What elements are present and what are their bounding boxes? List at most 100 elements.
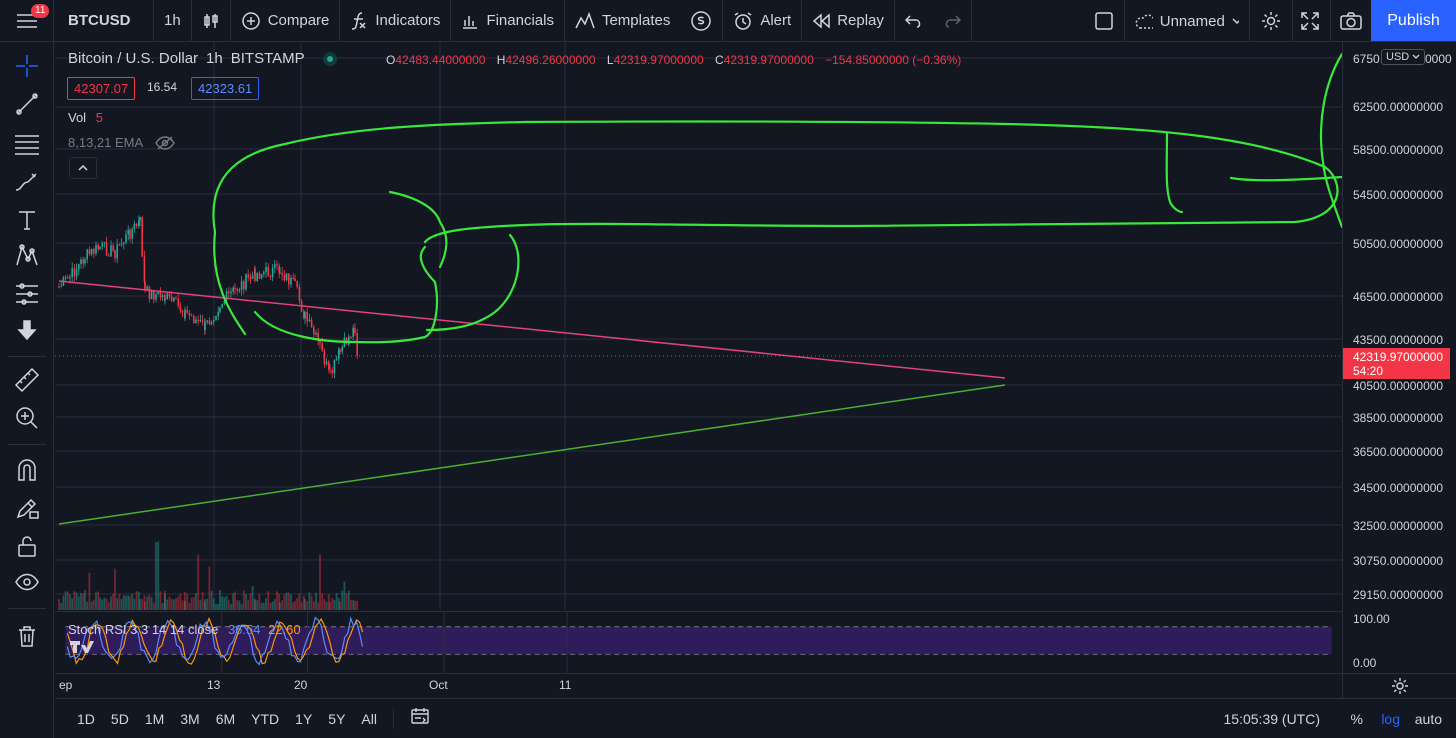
- zoom-tool[interactable]: [13, 404, 41, 432]
- go-to-date-button[interactable]: [402, 707, 438, 730]
- collapse-legend-button[interactable]: [69, 157, 97, 179]
- measure-tool[interactable]: [13, 366, 41, 394]
- volume-legend[interactable]: Vol 5: [68, 110, 103, 125]
- range-5y[interactable]: 5Y: [328, 710, 346, 727]
- price-chart[interactable]: [55, 42, 1342, 610]
- interval-button[interactable]: 1h: [154, 0, 192, 42]
- candle-body: [181, 311, 184, 313]
- volume-bar: [107, 602, 110, 610]
- brush-tool[interactable]: [13, 168, 41, 196]
- volume-bar: [201, 591, 204, 610]
- compare-button[interactable]: Compare: [231, 0, 341, 42]
- snapshot-button[interactable]: [1330, 0, 1372, 42]
- indicators-button[interactable]: Indicators: [340, 0, 452, 42]
- financials-button[interactable]: Financials: [451, 0, 565, 42]
- hide-drawings-tool[interactable]: [13, 568, 41, 596]
- volume-bar: [80, 593, 82, 610]
- trendline-green[interactable]: [58, 384, 1006, 525]
- range-ytd[interactable]: YTD: [251, 710, 280, 727]
- volume-bar: [225, 596, 228, 610]
- settings-button[interactable]: [1250, 0, 1293, 42]
- candle-body: [303, 311, 305, 319]
- candle-body: [230, 291, 232, 294]
- timezone-clock[interactable]: 15:05:39 (UTC): [1223, 711, 1320, 727]
- lock-drawings-tool[interactable]: [13, 532, 41, 560]
- currency-button[interactable]: USD: [1381, 49, 1426, 65]
- candle-body: [173, 297, 175, 302]
- range-3m[interactable]: 3M: [180, 710, 200, 727]
- fullscreen-button[interactable]: [1290, 0, 1331, 42]
- tradingview-logo[interactable]: [69, 640, 95, 658]
- range-5d[interactable]: 5D: [110, 710, 129, 727]
- chart-settings-corner[interactable]: [1342, 673, 1456, 698]
- redo-button[interactable]: [933, 0, 972, 42]
- candle-body: [148, 286, 151, 300]
- price-label: 6750: [1353, 52, 1380, 66]
- eye-off-icon[interactable]: [155, 135, 175, 150]
- layout-menu-button[interactable]: Unnamed: [1124, 0, 1250, 42]
- replay-button[interactable]: Replay: [802, 0, 895, 42]
- volume-bar: [183, 591, 186, 610]
- stoch-rsi-pane[interactable]: [55, 611, 1342, 673]
- gear-icon: [1262, 12, 1280, 30]
- publish-button[interactable]: Publish: [1371, 0, 1456, 41]
- arrow-tool[interactable]: [13, 316, 41, 344]
- volume-bar: [133, 598, 136, 610]
- candle-body: [356, 333, 358, 356]
- volume-bar: [105, 598, 108, 610]
- range-1m[interactable]: 1M: [144, 710, 165, 727]
- buy-price-button[interactable]: 42323.61: [191, 77, 260, 100]
- trendline-tool[interactable]: [13, 90, 41, 118]
- candle-body: [88, 249, 91, 255]
- auto-scale-toggle[interactable]: auto: [1414, 711, 1442, 727]
- symbol-title[interactable]: Bitcoin / U.S. Dollar: [68, 50, 199, 67]
- ema-legend[interactable]: 8,13,21 EMA: [68, 135, 175, 150]
- scripts-button[interactable]: [680, 0, 724, 42]
- rsi-label: Stoch RSI 3 3 14 14 close: [68, 622, 219, 637]
- volume-bar: [260, 602, 263, 610]
- magnet-tool[interactable]: [13, 456, 41, 484]
- candle-body: [108, 255, 110, 257]
- sell-price-button[interactable]: 42307.07: [67, 77, 136, 100]
- open-key: O: [386, 53, 396, 67]
- volume-bar: [77, 596, 80, 610]
- templates-button[interactable]: Templates: [565, 0, 680, 42]
- chevron-down-icon: [1412, 54, 1420, 59]
- stoch-rsi-legend[interactable]: Stoch RSI 3 3 14 14 close 36.54 22.60: [68, 622, 301, 637]
- alert-button[interactable]: Alert: [723, 0, 803, 42]
- time-axis[interactable]: ep 13 20 Oct 11: [55, 673, 1342, 698]
- prediction-tool[interactable]: [13, 280, 41, 308]
- volume-bar: [285, 592, 288, 610]
- range-all[interactable]: All: [361, 710, 377, 727]
- ruler-icon: [14, 367, 40, 393]
- log-scale-toggle[interactable]: log: [1381, 711, 1400, 727]
- ohlc-values: O42483.44000000 H42496.26000000 L42319.9…: [386, 53, 969, 67]
- fib-tool[interactable]: [13, 130, 41, 158]
- menu-button[interactable]: 11: [0, 0, 54, 42]
- candle-body: [352, 327, 354, 338]
- candle-body: [103, 242, 106, 244]
- stay-drawing-tool[interactable]: [13, 494, 41, 522]
- range-1y[interactable]: 1Y: [295, 710, 313, 727]
- crosshair-tool[interactable]: [13, 52, 41, 80]
- candle-body: [350, 336, 352, 338]
- symbol-search-button[interactable]: BTCUSD: [54, 0, 154, 42]
- pattern-tool[interactable]: [13, 242, 41, 270]
- price-axis[interactable]: 6750 USD 0000 62500.00000000 58500.00000…: [1342, 42, 1456, 673]
- range-1d[interactable]: 1D: [77, 710, 95, 727]
- text-tool[interactable]: [13, 206, 41, 234]
- chart-type-button[interactable]: [192, 0, 231, 42]
- percent-scale-toggle[interactable]: %: [1350, 711, 1363, 727]
- trendline-pink[interactable]: [58, 280, 1006, 379]
- select-layout-checkbox[interactable]: [1084, 0, 1125, 42]
- candle-body: [164, 299, 166, 301]
- hand-drawn-annotation[interactable]: [212, 52, 1342, 344]
- volume-bar: [262, 602, 265, 610]
- candle-body: [179, 305, 182, 312]
- candle-body: [315, 332, 317, 335]
- volume-bar: [283, 594, 286, 610]
- undo-button[interactable]: [895, 0, 933, 42]
- range-6m[interactable]: 6M: [215, 710, 236, 727]
- candle-body: [271, 267, 274, 278]
- remove-drawings-tool[interactable]: [13, 622, 41, 650]
